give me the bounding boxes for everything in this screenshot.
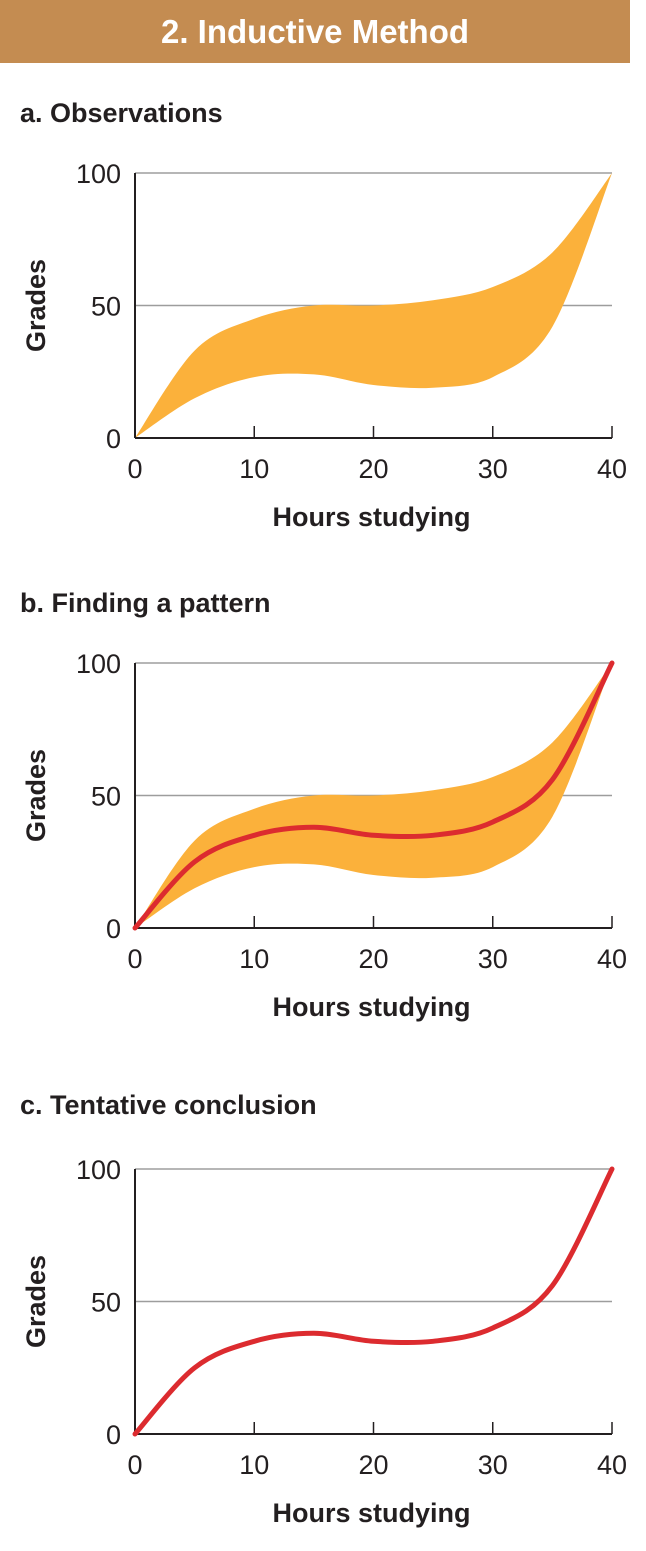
y-axis-title: Grades [21, 749, 51, 842]
x-axis-title: Hours studying [272, 992, 470, 1022]
chart-tentative-conclusion: 0 10 20 30 40 0 50 100 Hours studying Grades [21, 1155, 627, 1528]
section-header: 2. Inductive Method [0, 0, 630, 63]
y-axis-title: Grades [21, 259, 51, 352]
panel-c-title: c. Tentative conclusion [20, 1090, 317, 1120]
panel-b-title: b. Finding a pattern [20, 588, 271, 618]
x-tick-label-20: 20 [358, 1450, 388, 1480]
x-tick-label-30: 30 [478, 944, 508, 974]
y-axis-title: Grades [21, 1255, 51, 1348]
x-tick-label-40: 40 [597, 1450, 627, 1480]
x-tick-label-40: 40 [597, 454, 627, 484]
x-tick-label-30: 30 [478, 1450, 508, 1480]
x-tick-label-40: 40 [597, 944, 627, 974]
x-tick-label-10: 10 [239, 1450, 269, 1480]
x-axis-title: Hours studying [272, 1498, 470, 1528]
x-tick-label-10: 10 [239, 454, 269, 484]
x-axis-title: Hours studying [272, 502, 470, 532]
x-tick-label-20: 20 [358, 944, 388, 974]
y-tick-label-50: 50 [91, 292, 121, 322]
observation-band [135, 663, 612, 928]
y-tick-label-0: 0 [106, 1420, 121, 1450]
y-tick-label-50: 50 [91, 782, 121, 812]
chart-observations: 0 10 20 30 40 0 50 100 Hours studying Grades [21, 159, 627, 532]
y-tick-label-100: 100 [76, 159, 121, 189]
x-tick-label-10: 10 [239, 944, 269, 974]
x-tick-label-20: 20 [358, 454, 388, 484]
y-tick-label-0: 0 [106, 424, 121, 454]
y-tick-label-0: 0 [106, 914, 121, 944]
y-tick-label-100: 100 [76, 1155, 121, 1185]
trend-line [132, 660, 615, 931]
observation-band [135, 173, 612, 438]
x-tick-label-30: 30 [478, 454, 508, 484]
x-tick-label-0: 0 [127, 944, 142, 974]
y-tick-label-100: 100 [76, 649, 121, 679]
y-tick-label-50: 50 [91, 1288, 121, 1318]
x-tick-label-0: 0 [127, 1450, 142, 1480]
panel-a-title: a. Observations [20, 98, 223, 128]
x-tick-label-0: 0 [127, 454, 142, 484]
trend-line [132, 1166, 615, 1437]
chart-finding-a-pattern: 0 10 20 30 40 0 50 100 Hours studying Grades [21, 649, 627, 1022]
